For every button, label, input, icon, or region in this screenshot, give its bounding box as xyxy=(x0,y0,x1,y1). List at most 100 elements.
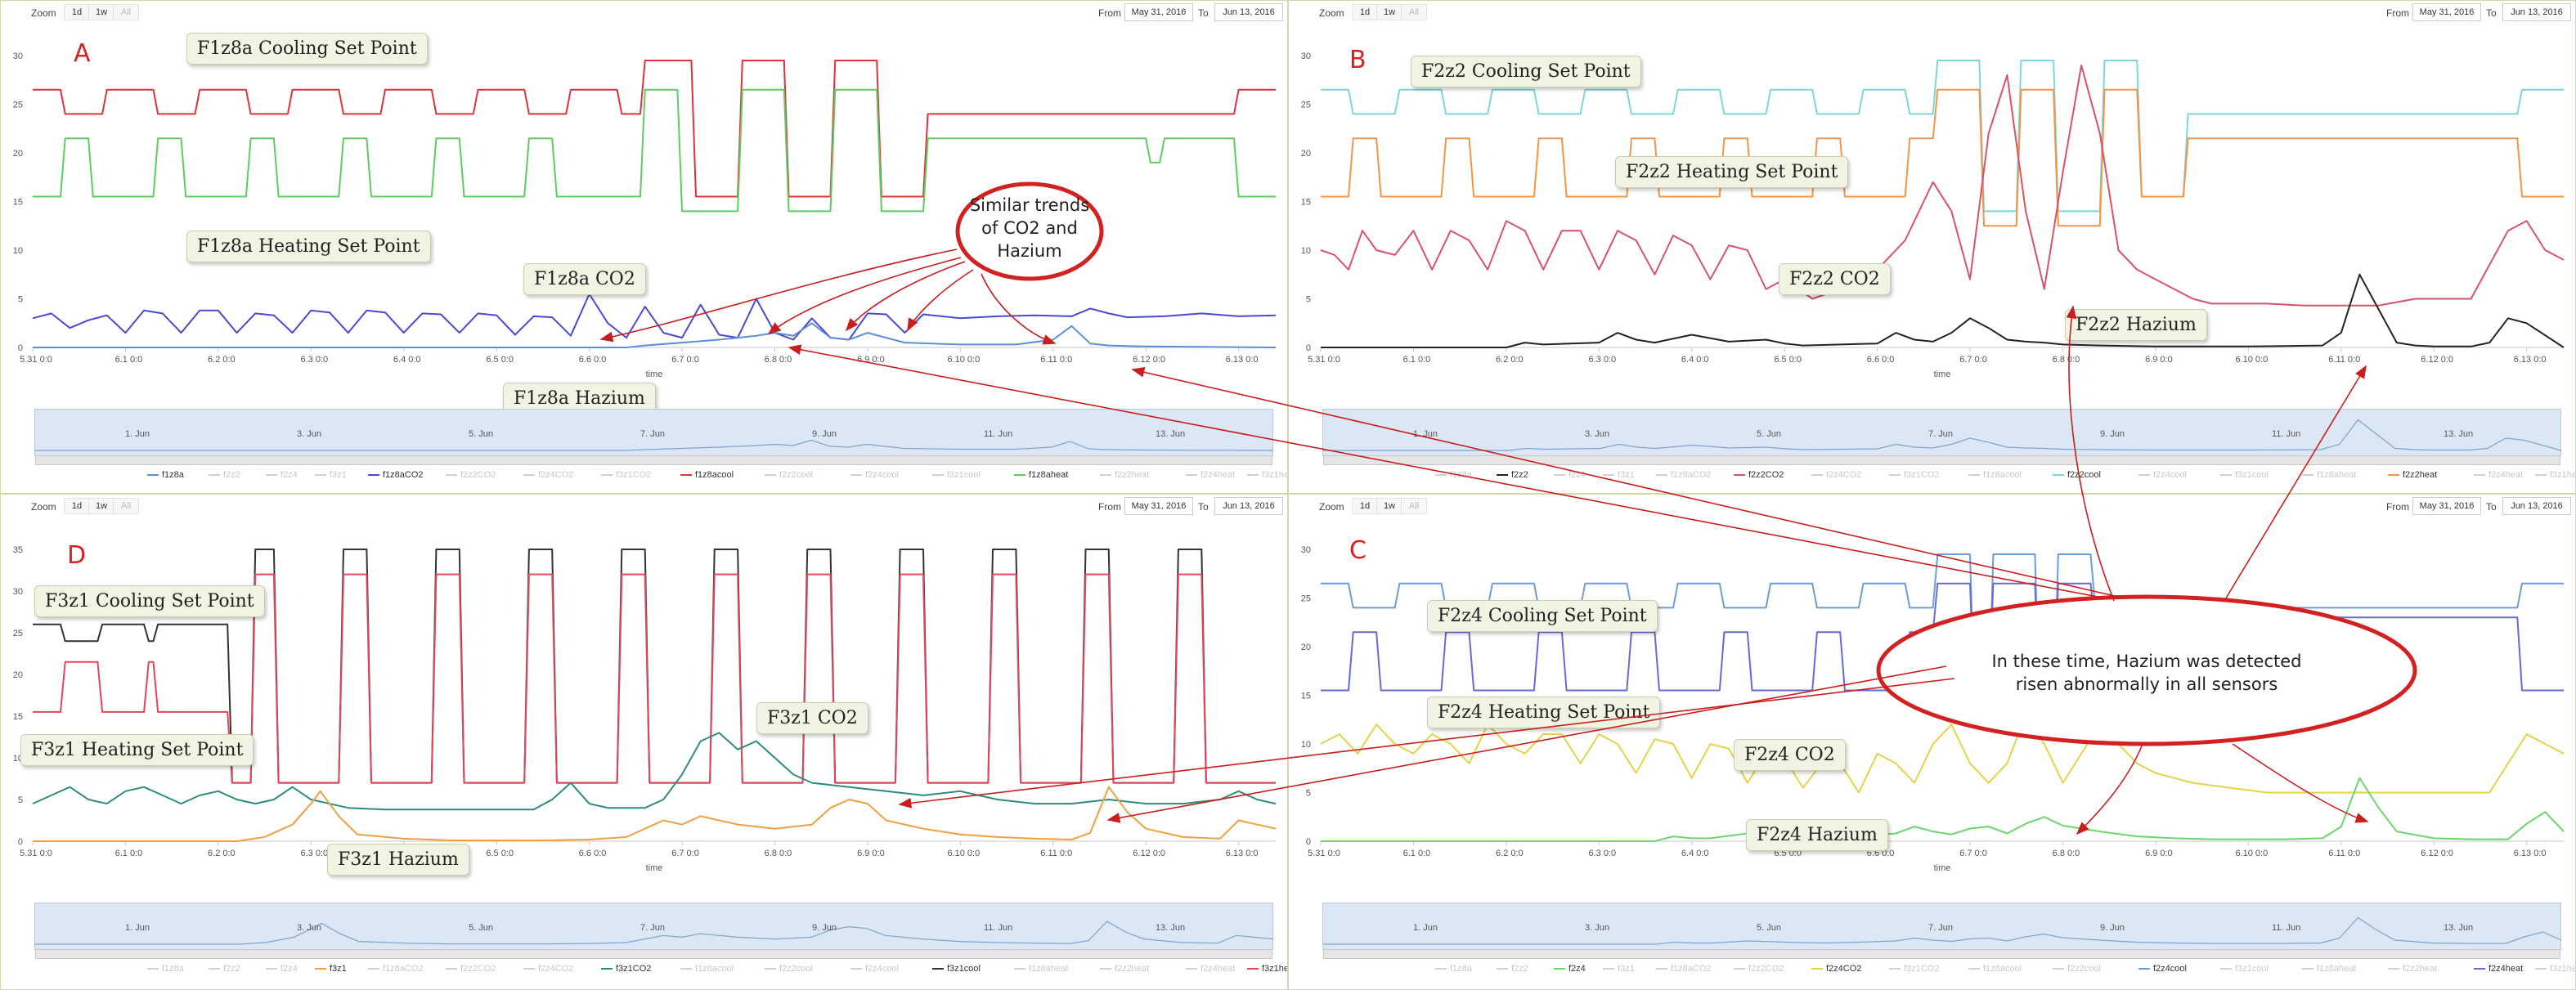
to-date-input[interactable] xyxy=(2502,497,2571,515)
legend-item[interactable]: f2z4 xyxy=(1554,470,1586,480)
from-date-input[interactable] xyxy=(2412,497,2481,515)
to-date-input[interactable] xyxy=(1214,3,1283,21)
y-tick-label: 20 xyxy=(1301,149,1311,159)
legend-item[interactable]: f1z8aheat xyxy=(2302,470,2356,480)
zoom-button-all[interactable]: All xyxy=(113,498,139,514)
legend-item[interactable]: f3z1CO2 xyxy=(601,470,651,480)
legend-item[interactable]: f2z4CO2 xyxy=(1811,964,1861,974)
legend-item[interactable]: f2z4CO2 xyxy=(523,470,573,480)
legend-item[interactable]: f1z8aCO2 xyxy=(368,470,424,480)
legend-item[interactable]: f3z1 xyxy=(315,964,347,974)
legend-item[interactable]: f2z4cool xyxy=(850,964,899,974)
y-tick-label: 0 xyxy=(18,343,23,353)
legend-item[interactable]: f2z2 xyxy=(1497,964,1528,974)
from-date-input[interactable] xyxy=(2412,3,2481,21)
navigator-scrollbar[interactable] xyxy=(35,455,1272,465)
navigator-strip[interactable]: 1. Jun 3. Jun 5. Jun 7. Jun 9. Jun 11. Jun 13.… xyxy=(34,409,1273,465)
legend-item[interactable]: f1z8a xyxy=(147,470,184,480)
zoom-button-1d[interactable]: 1d xyxy=(64,4,90,20)
legend-item[interactable]: f1z8acool xyxy=(1968,964,2022,974)
legend-item[interactable]: f2z2cool xyxy=(2053,470,2101,480)
legend-item[interactable]: f2z4heat xyxy=(2474,470,2523,480)
legend-item[interactable]: f2z4cool xyxy=(850,470,899,480)
legend-item[interactable]: f1z8a xyxy=(1435,964,1472,974)
legend-swatch xyxy=(2388,968,2399,970)
legend-item[interactable]: f2z4CO2 xyxy=(1811,470,1861,480)
series-callout-label: F1z8a Heating Set Point xyxy=(186,231,431,262)
legend-item[interactable]: f1z8aCO2 xyxy=(1656,470,1712,480)
y-tick-label: 25 xyxy=(1301,101,1311,110)
legend-item[interactable]: f2z2 xyxy=(209,470,240,480)
navigator-scrollbar[interactable] xyxy=(1323,455,2560,465)
legend-item[interactable]: f2z2cool xyxy=(2053,964,2101,974)
legend-item[interactable]: f1z8aCO2 xyxy=(1656,964,1712,974)
legend-item[interactable]: f3z1CO2 xyxy=(1889,964,1939,974)
legend-item[interactable]: f2z4heat xyxy=(1186,964,1235,974)
legend-item[interactable]: f3z1cool xyxy=(2220,470,2269,480)
legend-item[interactable]: f3z1CO2 xyxy=(1889,470,1939,480)
legend-item[interactable]: f2z4cool xyxy=(2138,470,2187,480)
y-tick-label: 30 xyxy=(13,587,23,597)
legend-label: f3z1CO2 xyxy=(1904,470,1940,480)
legend-item[interactable]: f2z4cool xyxy=(2138,964,2187,974)
y-tick-label: 25 xyxy=(13,629,23,638)
from-date-input[interactable] xyxy=(1124,3,1193,21)
legend-item[interactable]: f2z4 xyxy=(266,964,298,974)
legend-label: f1z8a xyxy=(1450,470,1472,480)
navigator-tick-label: 13. Jun xyxy=(2444,923,2474,933)
navigator-strip[interactable]: 1. Jun 3. Jun 5. Jun 7. Jun 9. Jun 11. Jun 13.… xyxy=(1322,903,2561,959)
legend-item[interactable]: f3z1 xyxy=(1603,470,1635,480)
legend-item[interactable]: f2z2 xyxy=(209,964,240,974)
navigator-scrollbar[interactable] xyxy=(35,949,1272,959)
legend-item[interactable]: f2z2heat xyxy=(2388,964,2437,974)
legend-item[interactable]: f2z2CO2 xyxy=(446,964,496,974)
navigator-strip[interactable]: 1. Jun 3. Jun 5. Jun 7. Jun 9. Jun 11. Jun 13.… xyxy=(34,903,1273,959)
navigator-scrollbar[interactable] xyxy=(1323,949,2560,959)
navigator-strip[interactable]: 1. Jun 3. Jun 5. Jun 7. Jun 9. Jun 11. Jun 13.… xyxy=(1322,409,2561,465)
legend-item[interactable]: f3z1 xyxy=(315,470,347,480)
legend-item[interactable]: f2z4heat xyxy=(2474,964,2523,974)
legend-item[interactable]: f1z8a xyxy=(147,964,184,974)
legend-item[interactable]: f1z8acool xyxy=(680,470,734,480)
legend-item[interactable]: f2z4heat xyxy=(1186,470,1235,480)
legend-swatch xyxy=(1014,968,1025,970)
x-tick-label: 6.3 0:0 xyxy=(300,355,328,365)
legend-swatch xyxy=(2388,474,2399,477)
legend-item[interactable]: f1z8acool xyxy=(1968,470,2022,480)
legend-item[interactable]: f3z1heat xyxy=(2535,964,2576,974)
legend-item[interactable]: f2z4 xyxy=(266,470,298,480)
legend-item[interactable]: f2z2 xyxy=(1497,470,1528,480)
legend-item[interactable]: f2z2CO2 xyxy=(446,470,496,480)
legend-item[interactable]: f2z2CO2 xyxy=(1734,964,1784,974)
legend-item[interactable]: f3z1cool xyxy=(932,470,981,480)
legend-item[interactable]: f1z8aheat xyxy=(2302,964,2356,974)
zoom-button-1d[interactable]: 1d xyxy=(64,498,90,514)
legend-item[interactable]: f1z8a xyxy=(1435,470,1472,480)
legend-item[interactable]: f2z2CO2 xyxy=(1734,470,1784,480)
legend-item[interactable]: f2z2heat xyxy=(1100,964,1149,974)
navigator-tick-label: 13. Jun xyxy=(2444,429,2474,439)
legend-item[interactable]: f3z1cool xyxy=(932,964,981,974)
legend-item[interactable]: f3z1heat xyxy=(2535,470,2576,480)
legend-item[interactable]: f3z1CO2 xyxy=(601,964,651,974)
legend-item[interactable]: f3z1 xyxy=(1603,964,1635,974)
legend-item[interactable]: f2z4 xyxy=(1554,964,1586,974)
legend-swatch xyxy=(2535,474,2547,477)
legend-item[interactable]: f1z8aheat xyxy=(1014,964,1068,974)
to-date-input[interactable] xyxy=(2502,3,2571,21)
legend-item[interactable]: f3z1cool xyxy=(2220,964,2269,974)
zoom-button-all[interactable]: All xyxy=(113,4,139,20)
legend-item[interactable]: f2z2cool xyxy=(765,470,813,480)
legend-item[interactable]: f1z8acool xyxy=(680,964,734,974)
legend-item[interactable]: f2z4CO2 xyxy=(523,964,573,974)
legend-item[interactable]: f2z2cool xyxy=(765,964,813,974)
legend-item[interactable]: f2z2heat xyxy=(1100,470,1149,480)
legend-item[interactable]: f1z8aheat xyxy=(1014,470,1068,480)
legend-item[interactable]: f2z2heat xyxy=(2388,470,2437,480)
similar-trends-note: Similar trends of CO2 and Hazium xyxy=(969,195,1090,261)
zoom-button-1d[interactable]: 1d xyxy=(1352,4,1378,20)
zoom-button-1w[interactable]: 1w xyxy=(88,498,114,514)
zoom-button-all[interactable]: All xyxy=(1401,4,1427,20)
legend-item[interactable]: f1z8aCO2 xyxy=(368,964,424,974)
x-axis-title: time xyxy=(646,863,663,873)
